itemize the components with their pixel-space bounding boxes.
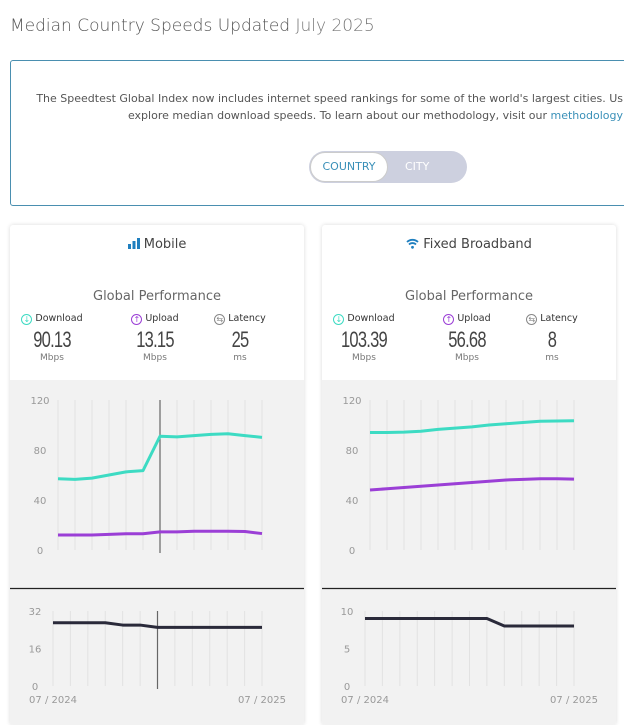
stat-download: ↓Download 90.13 Mbps [12, 313, 92, 363]
y-tick-label: 0 [37, 546, 43, 557]
info-line-1: The Speedtest Global Index now includes … [36, 92, 623, 105]
stat-value: 56.68 [437, 327, 497, 353]
stat-unit: Mbps [427, 353, 507, 363]
latency-icon: ⇆ [526, 314, 537, 325]
country-city-toggle[interactable]: COUNTRY CITY [309, 151, 467, 183]
y-tick-label: 32 [29, 607, 42, 618]
update-date: July 2025 [296, 16, 375, 36]
chart-area[interactable]: 120 80 40 0 10 5 0 07 / 2024 07 / 2025 [322, 380, 616, 725]
stat-download: ↓Download 103.39 Mbps [324, 313, 404, 363]
y-tick-label: 10 [341, 607, 354, 618]
stat-unit: Mbps [324, 353, 404, 363]
upload-icon: ↑ [131, 314, 142, 325]
page-title: Median Country Speeds Updated July 2025 [10, 16, 375, 36]
x-tick-label: 07 / 2024 [29, 695, 77, 706]
upload-icon: ↑ [443, 314, 454, 325]
stat-latency: ⇆Latency 8 ms [512, 313, 592, 363]
methodology-link[interactable]: methodology [551, 109, 624, 122]
stat-value: 103.39 [334, 327, 394, 353]
stat-value: 90.13 [22, 327, 82, 353]
toggle-country[interactable]: COUNTRY [310, 152, 388, 182]
stat-label: Upload [145, 313, 178, 324]
card-title: Mobile [10, 237, 304, 252]
download-icon: ↓ [21, 314, 32, 325]
x-tick-label: 07 / 2025 [238, 695, 286, 706]
stat-unit: ms [200, 353, 280, 363]
title-text: Median Country Speeds Updated [10, 16, 290, 36]
stat-label: Latency [228, 313, 266, 324]
y-tick-label: 0 [344, 682, 350, 693]
card-mobile: Mobile Global Performance ↓Download 90.1… [10, 225, 304, 725]
y-tick-label: 40 [34, 496, 47, 507]
latency-icon: ⇆ [214, 314, 225, 325]
wifi-icon [406, 238, 419, 249]
stat-latency: ⇆Latency 25 ms [200, 313, 280, 363]
card-subtitle: Global Performance [322, 289, 616, 304]
y-tick-label: 16 [29, 645, 42, 656]
y-tick-label: 80 [346, 446, 359, 457]
stat-value: 25 [210, 327, 270, 353]
card-subtitle: Global Performance [10, 289, 304, 304]
y-tick-label: 40 [346, 496, 359, 507]
stat-label: Latency [540, 313, 578, 324]
stat-label: Download [35, 313, 82, 324]
y-tick-label: 0 [349, 546, 355, 557]
card-title-text: Fixed Broadband [423, 237, 532, 252]
x-tick-label: 07 / 2024 [341, 695, 389, 706]
signal-bars-icon [128, 238, 140, 249]
y-tick-label: 0 [32, 682, 38, 693]
stat-unit: Mbps [115, 353, 195, 363]
download-icon: ↓ [333, 314, 344, 325]
chart-area[interactable]: 120 80 40 0 32 16 0 07 / 2024 07 / 2025 [10, 380, 304, 725]
y-tick-label: 5 [344, 645, 350, 656]
info-box: The Speedtest Global Index now includes … [10, 60, 624, 206]
stat-value: 8 [522, 327, 582, 353]
info-text: The Speedtest Global Index now includes … [11, 90, 623, 124]
info-line-2: explore median download speeds. To learn… [128, 109, 551, 122]
stat-value: 13.15 [125, 327, 185, 353]
stat-label: Upload [457, 313, 490, 324]
y-tick-label: 120 [30, 396, 49, 407]
card-title-text: Mobile [144, 237, 187, 252]
stat-upload: ↑Upload 13.15 Mbps [115, 313, 195, 363]
stat-unit: Mbps [12, 353, 92, 363]
x-tick-label: 07 / 2025 [550, 695, 598, 706]
y-tick-label: 80 [34, 446, 47, 457]
card-fixed-broadband: Fixed Broadband Global Performance ↓Down… [322, 225, 616, 725]
card-title: Fixed Broadband [322, 237, 616, 252]
y-tick-label: 120 [342, 396, 361, 407]
toggle-city[interactable]: CITY [405, 151, 429, 183]
stat-upload: ↑Upload 56.68 Mbps [427, 313, 507, 363]
stat-unit: ms [512, 353, 592, 363]
stat-label: Download [347, 313, 394, 324]
